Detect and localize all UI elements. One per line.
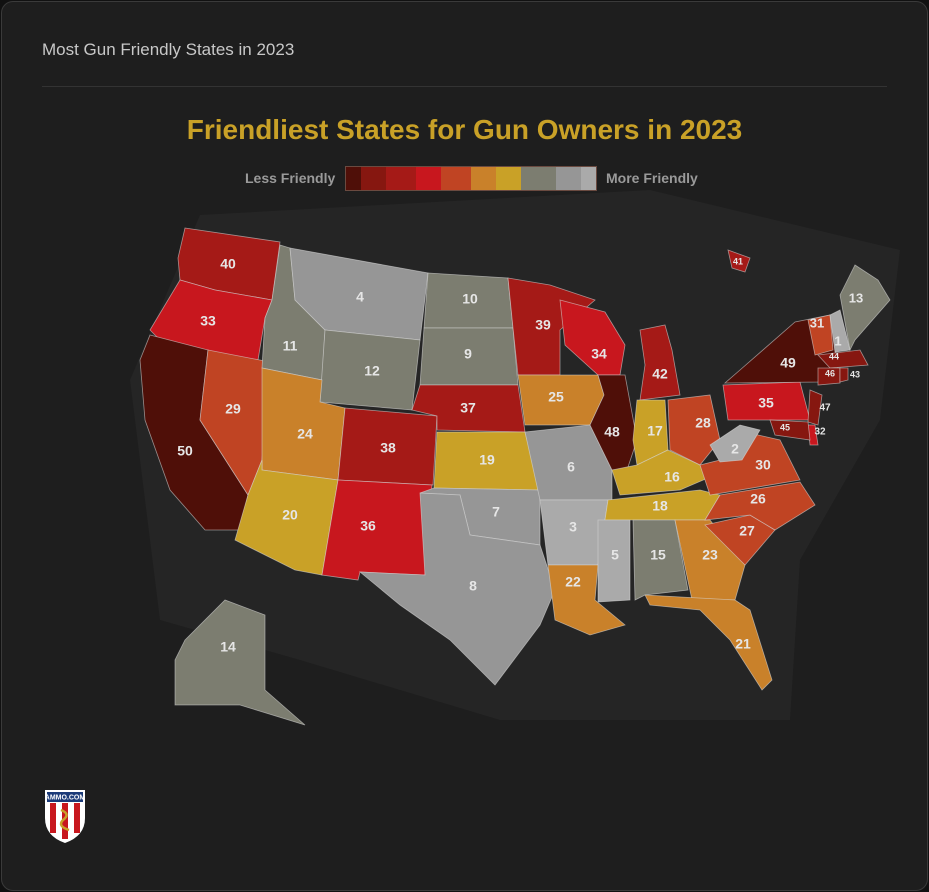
state-nc xyxy=(704,481,816,531)
header-divider xyxy=(42,86,887,87)
legend-more-label: More Friendly xyxy=(606,170,698,186)
state-rank-label: 22 xyxy=(565,574,581,590)
state-rank-label: 3 xyxy=(569,519,577,535)
state-rank-label: 16 xyxy=(664,469,680,485)
state-rank-label: 40 xyxy=(220,256,236,272)
state-mo xyxy=(524,424,613,501)
state-rank-label: 28 xyxy=(695,415,711,431)
legend-color-scale xyxy=(345,166,597,191)
state-md xyxy=(769,419,811,441)
state-rank-label: 31 xyxy=(810,315,824,330)
state-wv xyxy=(709,424,761,463)
state-rank-label: 2 xyxy=(731,441,739,457)
state-tx xyxy=(358,492,556,686)
ammo-logo: AMMO.COM xyxy=(42,788,88,844)
card-header-title: Most Gun Friendly States in 2023 xyxy=(42,40,295,59)
state-rank-label: 30 xyxy=(755,457,771,473)
state-rank-label: 42 xyxy=(652,366,668,382)
legend-swatch xyxy=(416,167,441,190)
state-mi xyxy=(639,324,681,401)
state-rank-label: 46 xyxy=(825,368,835,378)
state-rank-label: 12 xyxy=(364,363,380,379)
state-rank-label: 34 xyxy=(591,346,607,362)
state-ga xyxy=(674,519,746,601)
state-co xyxy=(337,407,438,486)
state-rank-label: 44 xyxy=(829,351,839,361)
state-rank-label: 41 xyxy=(733,256,743,266)
state-rank-label: 50 xyxy=(177,443,193,459)
state-rank-label: 7 xyxy=(492,504,500,520)
state-rank-label: 26 xyxy=(750,491,766,507)
state-rank-label: 29 xyxy=(225,401,241,417)
state-rank-label: 8 xyxy=(469,578,477,594)
state-or xyxy=(149,279,273,361)
state-ak xyxy=(174,599,306,726)
state-hi xyxy=(727,249,751,273)
state-rank-label: 11 xyxy=(283,338,298,354)
state-rank-label: 39 xyxy=(535,317,551,333)
state-al xyxy=(632,519,689,601)
legend-swatch xyxy=(361,167,386,190)
state-rank-label: 47 xyxy=(819,403,831,414)
state-rank-label: 17 xyxy=(647,423,663,439)
legend-swatch xyxy=(386,167,416,190)
state-fl xyxy=(644,594,773,691)
legend-swatch xyxy=(441,167,471,190)
state-ri xyxy=(839,367,849,383)
state-rank-label: 48 xyxy=(604,424,620,440)
state-ct xyxy=(817,367,841,386)
state-rank-label: 33 xyxy=(200,313,216,329)
state-rank-label: 10 xyxy=(462,291,478,307)
state-rank-label: 49 xyxy=(780,355,796,371)
legend-swatch xyxy=(496,167,521,190)
legend-swatch xyxy=(521,167,556,190)
state-rank-label: 4 xyxy=(356,289,364,305)
state-rank-label: 43 xyxy=(850,369,860,379)
state-vt xyxy=(807,314,834,356)
state-rank-label: 38 xyxy=(380,440,396,456)
state-rank-label: 45 xyxy=(780,422,790,432)
legend-swatch xyxy=(346,167,361,190)
legend-swatch xyxy=(581,167,596,190)
map-title: Friendliest States for Gun Owners in 202… xyxy=(186,114,743,145)
state-rank-label: 9 xyxy=(464,346,472,362)
legend-swatch xyxy=(471,167,496,190)
state-rank-label: 24 xyxy=(297,426,313,442)
state-rank-label: 15 xyxy=(650,547,666,563)
state-rank-label: 25 xyxy=(548,389,564,405)
svg-text:AMMO.COM: AMMO.COM xyxy=(45,795,86,802)
state-rank-label: 21 xyxy=(735,636,751,652)
legend-less-label: Less Friendly xyxy=(245,170,336,186)
state-rank-label: 35 xyxy=(758,395,774,411)
state-ma xyxy=(817,349,869,369)
state-rank-label: 19 xyxy=(479,452,495,468)
state-mn xyxy=(507,277,596,376)
state-rank-label: 20 xyxy=(282,507,298,523)
state-rank-label: 1 xyxy=(834,333,841,348)
state-rank-label: 5 xyxy=(611,547,619,563)
state-rank-label: 13 xyxy=(849,290,863,305)
state-rank-label: 18 xyxy=(652,498,668,514)
state-me xyxy=(839,264,891,352)
state-rank-label: 27 xyxy=(739,523,755,539)
legend: Less Friendly More Friendly xyxy=(2,166,927,192)
state-ms xyxy=(597,519,631,603)
state-nj xyxy=(807,389,823,426)
state-nm xyxy=(321,479,433,581)
state-rank-label: 23 xyxy=(702,547,718,563)
state-oh xyxy=(667,394,721,466)
state-rank-label: 37 xyxy=(460,400,476,416)
shield-logo-icon: AMMO.COM xyxy=(45,790,86,843)
state-ne xyxy=(411,384,526,433)
legend-swatch xyxy=(556,167,581,190)
state-rank-label: 14 xyxy=(220,639,236,655)
state-rank-label: 36 xyxy=(360,518,376,534)
state-rank-label: 6 xyxy=(567,459,575,475)
state-rank-label: 32 xyxy=(814,427,826,438)
